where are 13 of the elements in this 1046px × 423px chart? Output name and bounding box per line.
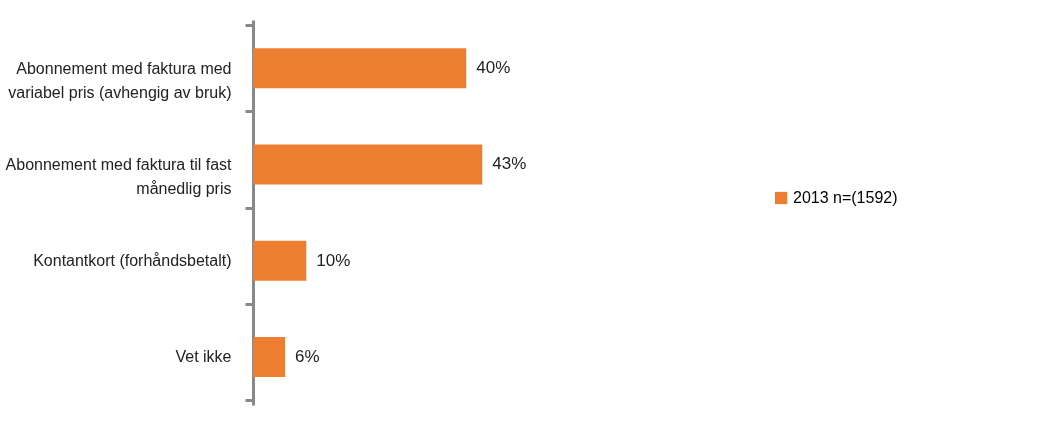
y-tick-label: Kontantkort (forhåndsbetalt) — [33, 252, 232, 270]
data-label: 6% — [294, 346, 320, 366]
data-label: 10% — [316, 250, 351, 270]
y-tick-label: Abonnement med faktura med variabel pris (avhengig av bruk) — [8, 59, 232, 101]
data-label: 40% — [476, 58, 511, 78]
bar — [253, 240, 307, 281]
legend-label: 2013 n=(1592) — [793, 189, 898, 206]
bar — [253, 336, 285, 377]
y-tick-label: Vet ikke — [175, 348, 232, 366]
y-tick-label: Abonnement med faktura til fast månedlig pris — [5, 155, 233, 197]
bar — [253, 48, 467, 89]
bar — [253, 144, 483, 185]
data-label: 43% — [492, 154, 527, 174]
